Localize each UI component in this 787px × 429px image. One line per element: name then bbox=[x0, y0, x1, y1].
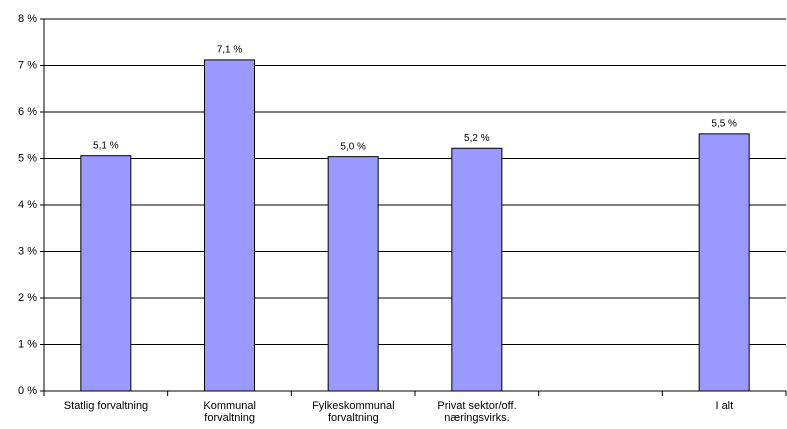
value-label: 5,1 % bbox=[93, 140, 119, 151]
x-tick-label: Kommunal forvaltning bbox=[203, 400, 256, 424]
y-tick-label: 6 % bbox=[18, 106, 37, 118]
y-tick-label: 8 % bbox=[18, 13, 37, 25]
bar bbox=[327, 156, 379, 392]
y-tick-label: 1 % bbox=[18, 338, 37, 350]
bar bbox=[451, 147, 503, 392]
value-label: 5,0 % bbox=[340, 141, 366, 152]
x-tick-label: I alt bbox=[715, 400, 734, 412]
y-tick-label: 2 % bbox=[18, 292, 37, 304]
y-tick-label: 3 % bbox=[18, 245, 37, 257]
bar bbox=[80, 155, 132, 392]
y-tick-label: 4 % bbox=[18, 199, 37, 211]
value-label: 5,2 % bbox=[464, 133, 490, 144]
y-tick-label: 0 % bbox=[18, 385, 37, 397]
bar bbox=[698, 133, 750, 392]
y-tick-label: 7 % bbox=[18, 59, 37, 71]
x-tick-label: Statlig forvaltning bbox=[63, 400, 149, 412]
x-tick-label: Privat sektor/off. næringsvirks. bbox=[437, 400, 517, 424]
value-label: 7,1 % bbox=[217, 45, 243, 56]
x-tick-label: Fylkeskommunal forvaltning bbox=[312, 400, 395, 424]
bar bbox=[204, 59, 255, 392]
value-label: 5,5 % bbox=[711, 118, 737, 129]
y-tick-label: 5 % bbox=[18, 152, 37, 164]
